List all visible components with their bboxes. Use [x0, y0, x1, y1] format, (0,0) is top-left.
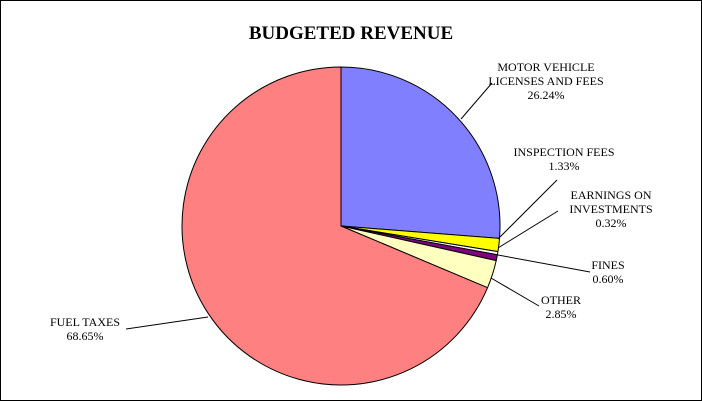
- slice-name-earnings-on-investments: EARNINGS ON: [571, 188, 652, 202]
- leader-lines: [125, 82, 591, 330]
- slice-label-fines: FINES 0.60%: [591, 258, 624, 286]
- slice-percent-fuel-taxes: 68.65%: [67, 329, 104, 343]
- slice-label-fuel-taxes: FUEL TAXES 68.65%: [50, 315, 120, 343]
- slice-label-earnings-on-investments: EARNINGS ON INVESTMENTS 0.32%: [569, 188, 652, 230]
- leader-line-other: [490, 277, 540, 307]
- slice-name-earnings-on-investments: INVESTMENTS: [569, 202, 652, 216]
- slice-percent-inspection-fees: 1.33%: [549, 159, 580, 173]
- leader-line-inspection-fees: [497, 179, 558, 240]
- pie-slices: [181, 66, 501, 386]
- leader-line-fines: [497, 254, 591, 273]
- leader-line-motor-vehicle: [460, 82, 493, 120]
- leader-line-earnings-on-investments: [497, 210, 559, 249]
- slice-percent-earnings-on-investments: 0.32%: [596, 216, 627, 230]
- slice-percent-fines: 0.60%: [593, 272, 624, 286]
- slice-name-inspection-fees: INSPECTION FEES: [513, 145, 614, 159]
- slice-name-fines: FINES: [591, 258, 624, 272]
- slice-name-fuel-taxes: FUEL TAXES: [50, 315, 120, 329]
- slice-name-motor-vehicle: LICENSES AND FEES: [488, 74, 603, 88]
- slice-label-other: OTHER 2.85%: [541, 293, 581, 321]
- slice-percent-motor-vehicle: 26.24%: [528, 88, 565, 102]
- chart-title: BUDGETED REVENUE: [249, 23, 453, 44]
- slice-labels: MOTOR VEHICLE LICENSES AND FEES 26.24% INSP…: [50, 60, 653, 343]
- pie-slice-motor-vehicle: [340, 66, 501, 239]
- slice-name-motor-vehicle: MOTOR VEHICLE: [497, 60, 594, 74]
- leader-line-fuel-taxes: [125, 316, 209, 330]
- slice-label-inspection-fees: INSPECTION FEES 1.33%: [513, 145, 614, 173]
- slice-name-other: OTHER: [541, 293, 581, 307]
- slice-percent-other: 2.85%: [546, 307, 577, 321]
- slice-label-motor-vehicle: MOTOR VEHICLE LICENSES AND FEES 26.24%: [488, 60, 603, 102]
- pie-slice-fuel-taxes: [181, 66, 489, 386]
